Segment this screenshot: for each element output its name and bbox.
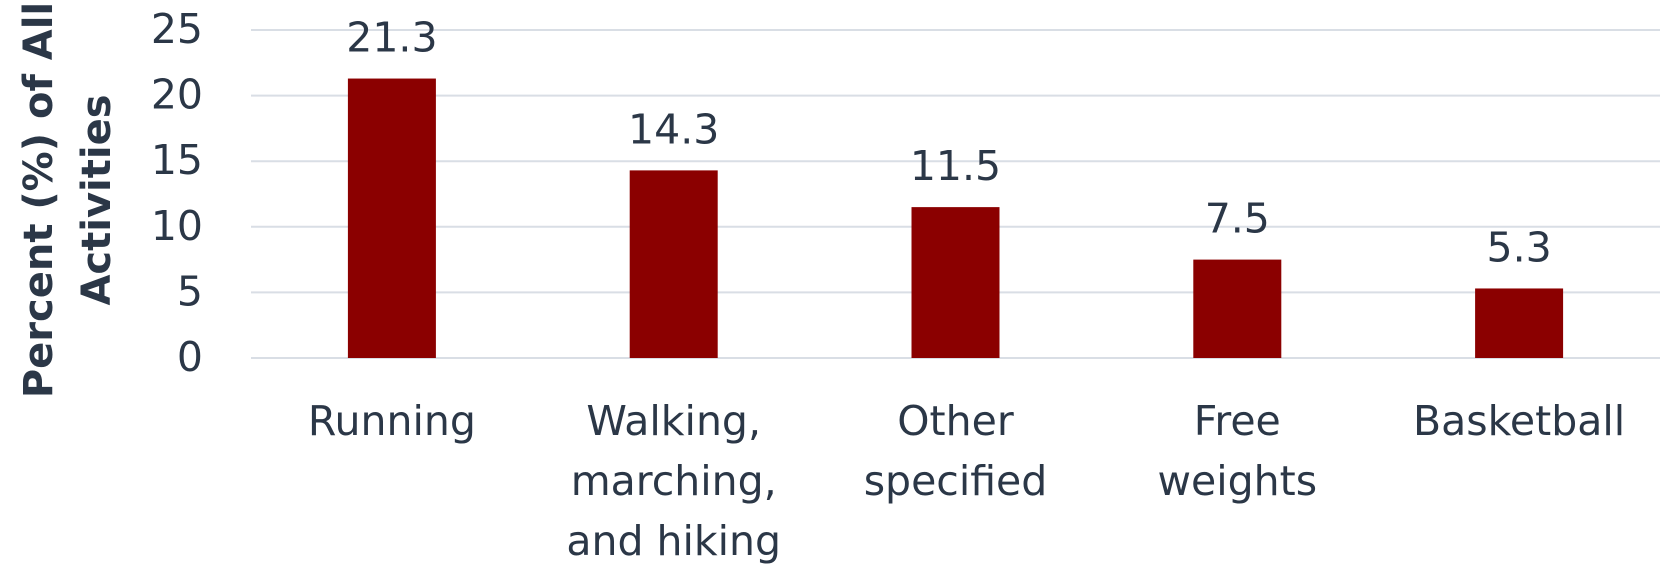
y-tick-label: 15 — [151, 136, 203, 184]
y-tick-label: 10 — [151, 202, 203, 250]
bar — [347, 78, 436, 358]
data-label: 14.3 — [628, 105, 719, 153]
x-tick-label: Other specified — [864, 397, 1048, 505]
y-tick-label: 5 — [177, 267, 203, 315]
y-axis-title: Percent (%) of All Activities — [16, 2, 120, 398]
data-label: 5.3 — [1486, 223, 1551, 271]
y-tick-label: 20 — [151, 71, 203, 119]
x-tick-label: Walking, marching, and hiking — [566, 397, 781, 565]
data-label: 11.5 — [910, 142, 1001, 190]
bar — [1193, 259, 1282, 358]
x-tick-label: Free weights — [1157, 397, 1317, 505]
bar — [1475, 288, 1564, 358]
x-tick-label: Basketball — [1413, 397, 1625, 445]
bar — [911, 207, 1000, 358]
bar — [629, 170, 718, 358]
y-tick-label: 25 — [151, 5, 203, 53]
x-tick-label: Running — [308, 397, 476, 445]
y-tick-label: 0 — [177, 333, 203, 381]
data-label: 7.5 — [1205, 195, 1270, 243]
data-label: 21.3 — [346, 14, 437, 62]
